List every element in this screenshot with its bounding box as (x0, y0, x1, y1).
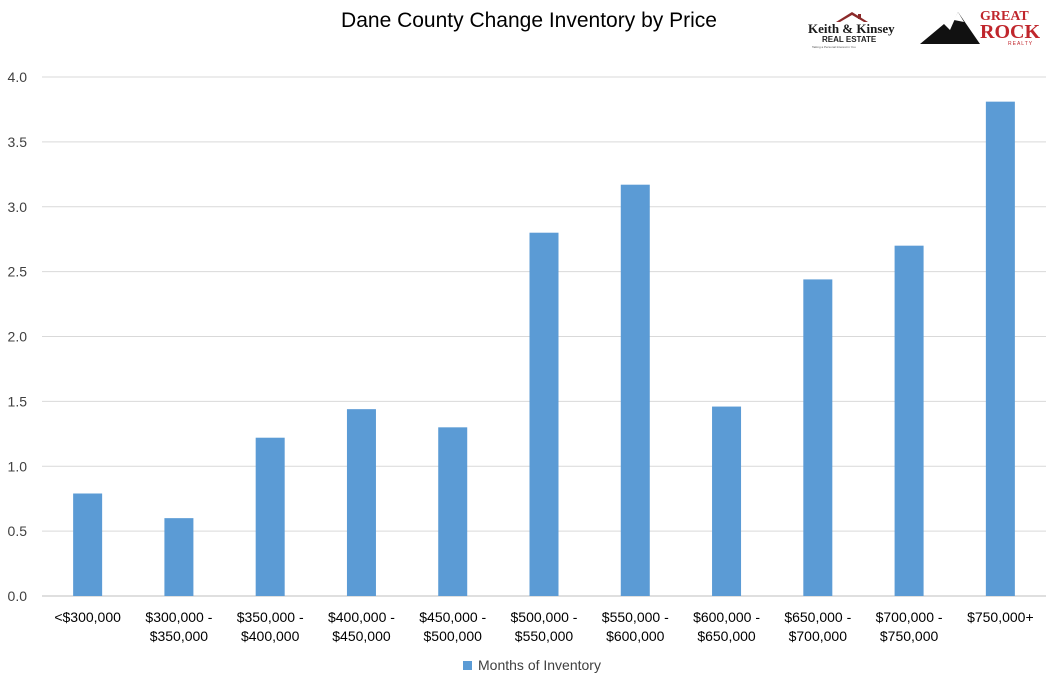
x-axis-ticks: <$300,000 $300,000 - $350,000 $350,000 - $40… (54, 609, 1033, 644)
x-tick-label: $600,000 (606, 628, 665, 644)
x-tick-label: $550,000 (515, 628, 574, 644)
great-rock-line2: ROCK (980, 21, 1040, 43)
x-tick-label: $300,000 - (145, 609, 212, 625)
house-roof-icon (836, 12, 868, 22)
great-rock-logo: GREAT ROCK REALTY (918, 8, 1042, 50)
x-tick-label: $450,000 - (419, 609, 486, 625)
keith-kinsey-name: Keith & Kinsey (808, 21, 895, 36)
chart-title: Dane County Change Inventory by Price (341, 9, 717, 32)
y-tick-label: 0.0 (8, 588, 28, 604)
keith-kinsey-tagline: Taking a Personal Interest in You (812, 45, 856, 49)
x-tick-label: $350,000 (150, 628, 209, 644)
y-tick-label: 1.0 (8, 458, 28, 474)
x-tick-label: $750,000 (880, 628, 939, 644)
x-tick-label: $600,000 - (693, 609, 760, 625)
bars (73, 101, 1015, 597)
x-tick-label: $500,000 (424, 628, 483, 644)
x-tick-label: $400,000 (241, 628, 300, 644)
x-tick-label: $700,000 - (876, 609, 943, 625)
bar (438, 427, 468, 596)
mountain-icon (920, 12, 980, 44)
keith-kinsey-logo: Keith & Kinsey REAL ESTATE Taking a Pers… (806, 10, 900, 50)
y-tick-label: 1.5 (8, 393, 28, 409)
y-tick-label: 3.5 (8, 134, 28, 150)
y-tick-label: 3.0 (8, 199, 28, 215)
bar (985, 101, 1015, 596)
x-tick-label: $650,000 - (784, 609, 851, 625)
bar (620, 184, 650, 596)
bar (164, 518, 194, 596)
x-tick-label: <$300,000 (54, 609, 121, 625)
x-tick-label: $650,000 (697, 628, 756, 644)
bar (346, 409, 376, 596)
bar (529, 232, 559, 596)
great-rock-line1: GREAT (980, 9, 1029, 24)
y-tick-label: 2.5 (8, 264, 28, 280)
x-tick-label: $350,000 - (237, 609, 304, 625)
keith-kinsey-sub: REAL ESTATE (822, 35, 877, 44)
x-tick-label: $500,000 - (511, 609, 578, 625)
y-tick-label: 2.0 (8, 329, 28, 345)
legend-swatch (463, 661, 473, 670)
bar (803, 279, 833, 596)
x-tick-label: $550,000 - (602, 609, 669, 625)
y-tick-label: 4.0 (8, 69, 28, 85)
bar (712, 406, 742, 596)
y-axis-ticks: 0.0 0.5 1.0 1.5 2.0 2.5 3.0 3.5 4.0 (8, 69, 28, 604)
x-tick-label: $700,000 (789, 628, 848, 644)
x-tick-label: $400,000 - (328, 609, 395, 625)
bar (73, 493, 103, 596)
y-tick-label: 0.5 (8, 523, 28, 539)
x-tick-label: $450,000 (332, 628, 391, 644)
bar (894, 245, 924, 597)
legend: Months of Inventory (0, 657, 1054, 673)
legend-label: Months of Inventory (478, 657, 601, 673)
x-tick-label: $750,000+ (967, 609, 1034, 625)
bar (255, 437, 285, 596)
great-rock-line3: REALTY (1008, 41, 1034, 47)
